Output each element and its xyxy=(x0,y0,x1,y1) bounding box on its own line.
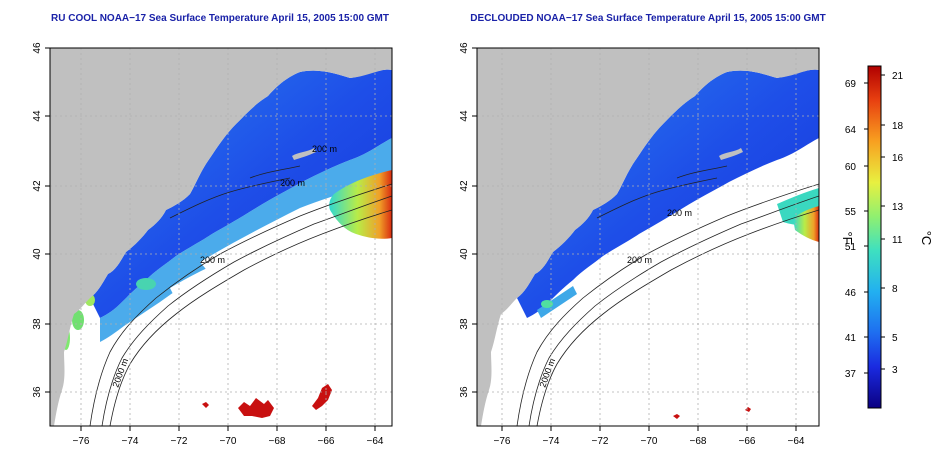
left-x-tick: −68 xyxy=(269,436,286,447)
left-x-tick: −72 xyxy=(171,436,188,447)
right-y-tick: 46 xyxy=(459,42,470,54)
left-y-tick: 44 xyxy=(32,110,43,122)
colorbar-c-tick: 18 xyxy=(892,121,904,132)
colorbar-celsius-unit: °C xyxy=(919,231,934,246)
colorbar-c-tick: 8 xyxy=(892,284,898,295)
colorbar-c-tick: 3 xyxy=(892,365,898,376)
colorbar-c-tick: 13 xyxy=(892,202,904,213)
right-x-axis-ticks: −76 −74 −72 −70 −68 −66 −64 xyxy=(494,436,805,447)
left-y-tick: 40 xyxy=(32,248,43,260)
left-y-axis-ticks: 46 44 42 40 38 36 xyxy=(32,42,43,398)
colorbar-celsius-ticks: 21 18 16 13 11 8 5 3 xyxy=(892,71,904,376)
colorbar-f-tick: 41 xyxy=(845,333,857,344)
colorbar-f-tick: 64 xyxy=(845,125,857,136)
right-x-tick: −66 xyxy=(739,436,756,447)
left-contour-label-2: 200 m xyxy=(280,178,305,188)
colorbar-c-tick: 16 xyxy=(892,153,904,164)
right-x-tick: −64 xyxy=(788,436,805,447)
left-x-tick: −74 xyxy=(122,436,139,447)
right-x-tick: −68 xyxy=(690,436,707,447)
right-y-tick: 36 xyxy=(459,386,470,398)
right-y-axis-ticks: 46 44 42 40 38 36 xyxy=(459,42,470,398)
colorbar-c-tick: 5 xyxy=(892,333,898,344)
left-map-area: 200 m 200 m 200 m 2000 m xyxy=(32,42,393,447)
left-map-title: RU COOL NOAA−17 Sea Surface Temperature … xyxy=(51,13,389,24)
colorbar-f-tick: 55 xyxy=(845,207,857,218)
colorbar-fahrenheit-unit: °F xyxy=(840,231,855,244)
left-x-axis-ticks: −76 −74 −72 −70 −68 −66 −64 xyxy=(73,436,384,447)
left-map-panel: RU COOL NOAA−17 Sea Surface Temperature … xyxy=(32,13,393,447)
colorbar-c-tick: 11 xyxy=(892,235,903,246)
right-contour-label-1: 200 m xyxy=(627,255,652,265)
colorbar-f-tick: 46 xyxy=(845,288,857,299)
colorbar: 69 64 60 55 51 46 41 37 21 18 16 13 11 8… xyxy=(840,65,934,409)
right-x-tick: −70 xyxy=(641,436,658,447)
right-y-tick: 40 xyxy=(459,248,470,260)
colorbar-f-tick: 69 xyxy=(845,79,857,90)
left-y-tick: 42 xyxy=(32,180,43,192)
colorbar-c-tick: 21 xyxy=(892,71,904,82)
right-map-frame xyxy=(476,47,820,427)
left-graticule xyxy=(50,48,392,426)
colorbar-f-tick: 37 xyxy=(845,369,857,380)
right-x-tick: −74 xyxy=(543,436,560,447)
left-map-frame xyxy=(49,47,393,427)
colorbar-fahrenheit-ticks: 69 64 60 55 51 46 41 37 xyxy=(845,79,857,380)
colorbar-gradient xyxy=(867,65,882,409)
left-x-tick: −66 xyxy=(318,436,335,447)
right-x-tick: −72 xyxy=(592,436,609,447)
left-y-tick: 46 xyxy=(32,42,43,54)
right-map-title: DECLOUDED NOAA−17 Sea Surface Temperatur… xyxy=(470,13,825,24)
right-map-panel: DECLOUDED NOAA−17 Sea Surface Temperatur… xyxy=(459,13,826,447)
left-x-tick: −76 xyxy=(73,436,90,447)
left-y-tick: 36 xyxy=(32,386,43,398)
left-contour-label-1: 200 m xyxy=(200,255,225,265)
right-y-tick: 38 xyxy=(459,318,470,330)
right-y-tick: 42 xyxy=(459,180,470,192)
left-x-tick: −64 xyxy=(367,436,384,447)
right-map-area: 200 m 200 m 2000 m xyxy=(459,42,820,447)
right-x-tick: −76 xyxy=(494,436,511,447)
colorbar-f-tick: 60 xyxy=(845,162,857,173)
left-x-tick: −70 xyxy=(220,436,237,447)
right-y-tick: 44 xyxy=(459,110,470,122)
right-contour-label-2: 200 m xyxy=(667,208,692,218)
left-y-tick: 38 xyxy=(32,318,43,330)
right-graticule xyxy=(477,48,819,426)
left-contour-label-3: 200 m xyxy=(312,144,337,154)
colorbar-f-tick: 51 xyxy=(845,242,857,253)
